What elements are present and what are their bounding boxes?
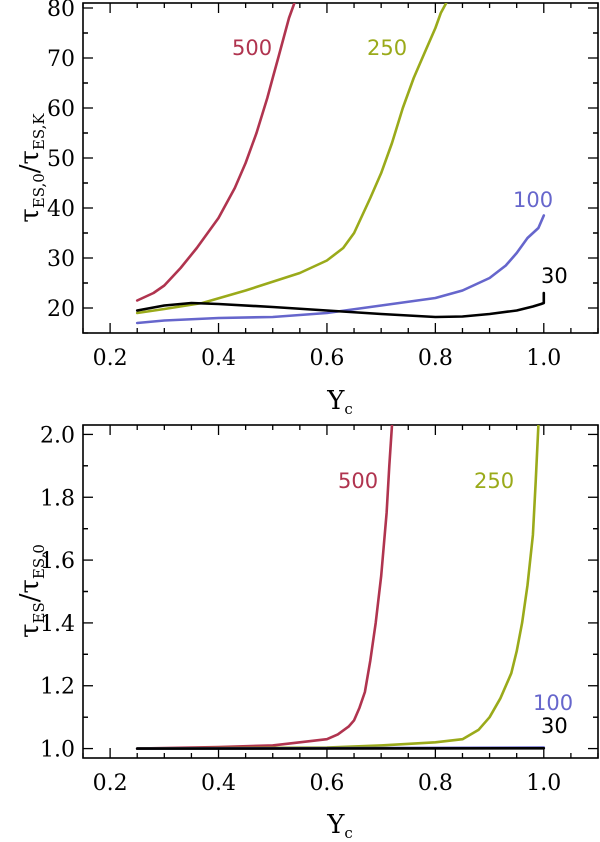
- top-ytick-label: 40: [47, 197, 75, 222]
- top-xtick-label: 1.0: [526, 346, 561, 371]
- bottom-series: [135, 425, 546, 750]
- bottom-panel: 0.2 0.4 0.6 0.8 1.0 1.0 1.2 1.4 1.6 1.8 2.0 500 25…: [15, 423, 599, 842]
- top-label-500: 500: [232, 36, 272, 60]
- bottom-ticks: 0.2 0.4 0.6 0.8 1.0 1.0 1.2 1.4 1.6 1.8 2.0: [40, 423, 599, 796]
- bottom-ytick-label: 1.4: [40, 612, 75, 637]
- top-label-250: 250: [367, 36, 407, 60]
- bottom-series-labels: 500 250 100 30: [338, 469, 573, 738]
- bottom-ytick-label: 1.0: [40, 738, 75, 763]
- bottom-label-30: 30: [541, 714, 568, 738]
- bottom-ytick-label: 1.8: [40, 486, 75, 511]
- top-xtick-label: 0.2: [93, 346, 128, 371]
- bottom-xtick-label: 0.8: [418, 771, 453, 796]
- bottom-ytick-label: 2.0: [40, 423, 75, 448]
- top-label-100: 100: [513, 188, 553, 212]
- top-ytick-label: 70: [47, 47, 75, 72]
- top-plot-frame: [82, 2, 599, 334]
- top-panel: 0.2 0.4 0.6 0.8 1.0 20 30 40 50 60 70 80 500 250 10…: [15, 0, 599, 418]
- bottom-xtick-label: 0.6: [309, 771, 344, 796]
- top-series-500-line: [135, 3, 296, 302]
- top-series-labels: 500 250 100 30: [232, 36, 568, 288]
- top-y-axis-title: τES,0/τES,K: [15, 113, 48, 223]
- bottom-y-axis-title: τES/τES,0: [15, 544, 48, 638]
- bottom-series-250-line: [135, 425, 540, 750]
- top-xtick-label: 0.4: [201, 346, 236, 371]
- top-ticks: 0.2 0.4 0.6 0.8 1.0 20 30 40 50 60 70 80: [47, 0, 599, 371]
- bottom-label-250: 250: [474, 469, 514, 493]
- top-series-100-line: [135, 214, 546, 325]
- top-label-30: 30: [541, 264, 568, 288]
- top-ytick-label: 80: [47, 0, 75, 22]
- bottom-xtick-label: 0.4: [201, 771, 236, 796]
- top-series-30-line: [135, 291, 546, 319]
- top-xtick-label: 0.6: [309, 346, 344, 371]
- bottom-x-axis-title: Yc: [326, 810, 353, 842]
- top-x-axis-title: Yc: [326, 386, 353, 418]
- top-ytick-label: 30: [47, 247, 75, 272]
- top-ytick-label: 60: [47, 97, 75, 122]
- top-series-250-line: [135, 3, 448, 315]
- bottom-xtick-label: 1.0: [526, 771, 561, 796]
- bottom-ytick-label: 1.6: [40, 549, 75, 574]
- bottom-label-500: 500: [338, 469, 378, 493]
- top-xtick-label: 0.8: [418, 346, 453, 371]
- bottom-ytick-label: 1.2: [40, 675, 75, 700]
- bottom-series-500-line: [135, 425, 394, 750]
- top-series: [135, 3, 546, 325]
- bottom-label-100: 100: [533, 691, 573, 715]
- bottom-xtick-label: 0.2: [93, 771, 128, 796]
- top-ytick-label: 20: [47, 297, 75, 322]
- top-ytick-label: 50: [47, 147, 75, 172]
